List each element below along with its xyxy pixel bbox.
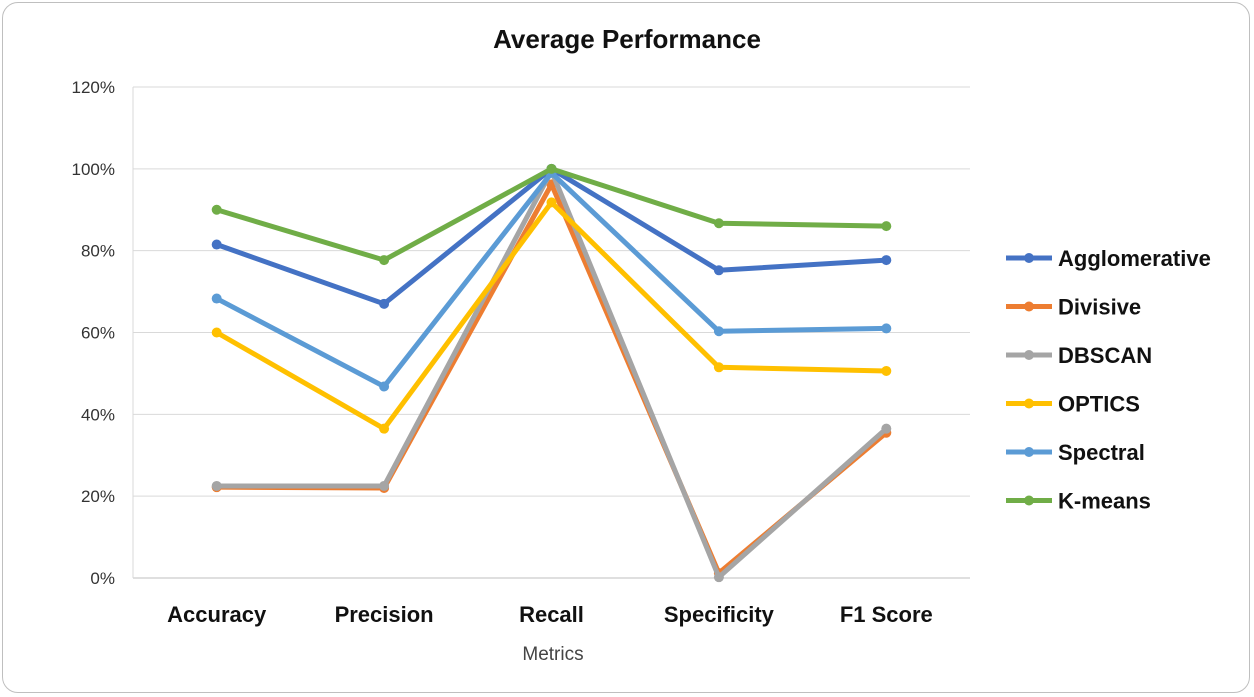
x-axis-label: Metrics — [522, 644, 583, 665]
data-point — [881, 323, 892, 334]
legend-item: Agglomerative — [1006, 246, 1211, 271]
y-tick-label: 100% — [72, 160, 115, 179]
series-line — [214, 168, 889, 580]
y-tick-label: 0% — [90, 569, 115, 588]
legend-marker — [1024, 253, 1034, 263]
y-tick-label: 80% — [81, 242, 115, 261]
data-point — [211, 480, 222, 491]
legend-item: Divisive — [1006, 295, 1141, 320]
y-tick-label: 60% — [81, 324, 115, 343]
y-tick-label: 120% — [72, 78, 115, 97]
y-axis-ticks: 0% 20% 40% 60% 80% 100% 120% — [72, 78, 115, 588]
x-tick-label: Recall — [519, 602, 584, 627]
legend-label: Divisive — [1058, 295, 1141, 320]
data-point — [881, 221, 892, 232]
data-point — [211, 204, 222, 215]
chart-title: Average Performance — [493, 24, 761, 54]
legend-label: Agglomerative — [1058, 246, 1211, 271]
y-tick-label: 20% — [81, 487, 115, 506]
legend-item: K-means — [1006, 489, 1151, 514]
data-point — [546, 163, 557, 174]
legend-marker — [1024, 447, 1034, 457]
series-line — [214, 199, 889, 432]
data-point — [713, 362, 724, 373]
data-point — [379, 255, 390, 266]
legend-label: K-means — [1058, 489, 1151, 514]
legend-item: Spectral — [1006, 440, 1145, 465]
x-axis-ticks: Accuracy Precision Recall Specificity F1 Sco… — [167, 602, 933, 627]
x-tick-label: Precision — [335, 602, 434, 627]
data-point — [379, 298, 390, 309]
data-point — [713, 218, 724, 229]
data-point — [713, 572, 724, 583]
legend-item: DBSCAN — [1006, 343, 1152, 368]
series-dbscan — [211, 165, 892, 583]
legend: Agglomerative Divisive DBSCAN OPTICS Spectra… — [1006, 246, 1211, 514]
legend-marker — [1024, 301, 1034, 312]
data-point — [379, 423, 390, 434]
series-optics — [211, 197, 892, 434]
legend-label: DBSCAN — [1058, 343, 1152, 368]
x-tick-label: F1 Score — [840, 602, 933, 627]
x-tick-label: Accuracy — [167, 602, 267, 627]
series-k-means — [211, 163, 892, 266]
legend-item: OPTICS — [1006, 392, 1140, 417]
legend-label: OPTICS — [1058, 392, 1140, 417]
legend-label: Spectral — [1058, 440, 1145, 465]
data-point — [881, 423, 892, 434]
data-point — [881, 365, 892, 376]
data-point — [211, 327, 222, 338]
data-point — [881, 255, 892, 266]
series-group — [211, 163, 892, 583]
data-point — [211, 239, 222, 250]
data-point — [546, 197, 557, 208]
data-point — [713, 326, 724, 337]
x-tick-label: Specificity — [664, 602, 775, 627]
legend-marker — [1024, 350, 1034, 360]
gridlines — [132, 86, 970, 579]
legend-marker — [1024, 495, 1034, 506]
data-point — [379, 480, 390, 491]
y-tick-label: 40% — [81, 405, 115, 424]
data-point — [211, 293, 222, 304]
data-point — [379, 381, 390, 392]
legend-marker — [1024, 398, 1034, 409]
data-point — [713, 265, 724, 276]
